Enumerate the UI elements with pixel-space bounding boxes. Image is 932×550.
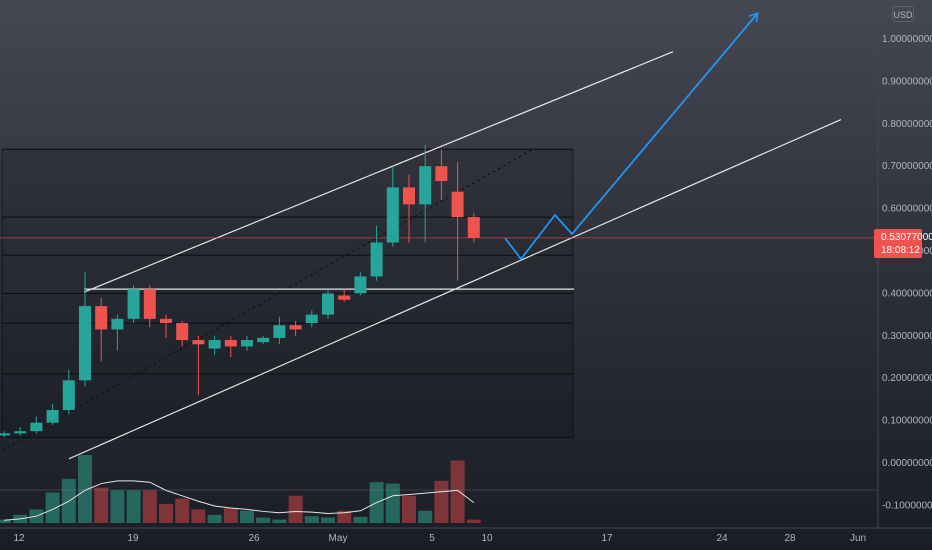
candle-body bbox=[160, 318, 172, 324]
candle-body bbox=[467, 217, 480, 238]
volume-bar bbox=[272, 519, 287, 523]
channel-upper-line bbox=[83, 51, 674, 293]
candle-body bbox=[14, 431, 27, 434]
time-tick-label: Jun bbox=[850, 533, 866, 544]
price-tick-label: 0.40000000 bbox=[882, 288, 932, 299]
candle-body bbox=[30, 422, 43, 432]
candle-body bbox=[435, 166, 448, 182]
time-tick-label: 17 bbox=[601, 533, 613, 544]
price-tick-label: 0.30000000 bbox=[882, 331, 932, 342]
drawing-layer[interactable] bbox=[0, 14, 878, 460]
price-tick-label: 0.00000000 bbox=[882, 458, 932, 469]
price-tick-label: 0.10000000 bbox=[882, 416, 932, 427]
volume-histogram bbox=[0, 455, 878, 523]
volume-bar bbox=[256, 517, 271, 523]
currency-button[interactable]: USD bbox=[892, 6, 914, 22]
current-price-tag: 0.53077000 18:08:12 bbox=[874, 229, 932, 258]
candle-body bbox=[62, 380, 75, 410]
volume-bar bbox=[191, 509, 206, 523]
price-tick-label: 1.00000000 bbox=[882, 34, 932, 45]
projection-path bbox=[504, 14, 757, 261]
price-tag-countdown: 18:08:12 bbox=[881, 245, 920, 256]
volume-bar bbox=[126, 490, 141, 523]
candle-body bbox=[224, 340, 237, 347]
candle-body bbox=[338, 295, 351, 300]
volume-bar bbox=[385, 483, 400, 523]
volume-bar bbox=[337, 510, 352, 523]
volume-bar bbox=[207, 514, 222, 523]
candle-body bbox=[386, 187, 399, 243]
candle-body bbox=[143, 289, 156, 319]
volume-bar bbox=[94, 487, 109, 523]
price-tick-label: 0.60000000 bbox=[882, 204, 932, 215]
candle-body bbox=[0, 433, 10, 436]
volume-bar bbox=[321, 517, 335, 523]
price-tag-value: 0.53077000 bbox=[881, 232, 932, 243]
fibonacci-retracement[interactable] bbox=[1, 148, 574, 451]
time-tick-label: 28 bbox=[784, 533, 796, 544]
candle-body bbox=[257, 337, 270, 343]
time-tick-label: 10 bbox=[481, 533, 493, 544]
volume-bar bbox=[240, 510, 254, 523]
time-tick-label: 19 bbox=[127, 533, 139, 544]
candle-body bbox=[273, 325, 286, 338]
time-tick-label: 12 bbox=[13, 533, 25, 544]
candle-body bbox=[354, 276, 367, 294]
candle-body bbox=[419, 166, 432, 205]
price-tick-label: 0.90000000 bbox=[882, 76, 932, 87]
volume-bar bbox=[142, 490, 157, 523]
volume-bar bbox=[110, 490, 125, 523]
volume-bar bbox=[0, 519, 11, 523]
price-tick-label: 0.20000000 bbox=[882, 373, 932, 384]
candle-body bbox=[95, 306, 108, 330]
candle-body bbox=[79, 306, 91, 381]
candle-body bbox=[403, 187, 415, 205]
candle-body bbox=[451, 191, 464, 218]
volume-bar bbox=[304, 516, 319, 523]
time-tick-label: May bbox=[329, 533, 348, 544]
candle-body bbox=[289, 325, 302, 330]
candle-body bbox=[208, 340, 221, 349]
candle-body bbox=[305, 314, 318, 324]
time-tick-label: 26 bbox=[248, 533, 260, 544]
volume-bar bbox=[78, 455, 92, 523]
candle-body bbox=[322, 293, 334, 315]
candle-body bbox=[241, 340, 253, 347]
candle-body bbox=[46, 410, 59, 423]
candles bbox=[0, 145, 480, 438]
time-tick-label: 24 bbox=[716, 533, 728, 544]
price-tick-label: 0.80000000 bbox=[882, 119, 932, 130]
time-axis[interactable]: 12 19 26 May 5 10 17 24 28 Jun bbox=[0, 527, 932, 544]
candle-body bbox=[111, 318, 124, 330]
candle-body bbox=[370, 242, 383, 277]
volume-ma-line bbox=[3, 480, 475, 521]
volume-bar bbox=[402, 495, 416, 523]
price-tick-label: -0.10000000 bbox=[882, 500, 932, 511]
price-tick-label: 0.70000000 bbox=[882, 161, 932, 172]
candle-body bbox=[176, 323, 189, 341]
volume-bar bbox=[288, 495, 303, 523]
volume-bar bbox=[353, 516, 368, 523]
volume-bar bbox=[418, 510, 433, 523]
volume-bar bbox=[466, 519, 481, 523]
volume-bar bbox=[434, 480, 449, 523]
volume-bar bbox=[159, 503, 173, 523]
volume-bar bbox=[223, 508, 238, 523]
volume-bar bbox=[175, 498, 190, 523]
volume-bar bbox=[45, 492, 60, 523]
price-tag-box bbox=[874, 229, 922, 258]
volume-bar bbox=[450, 460, 465, 523]
candle-body bbox=[127, 289, 140, 319]
candle-body bbox=[192, 340, 205, 345]
time-tick-label: 5 bbox=[429, 533, 435, 544]
